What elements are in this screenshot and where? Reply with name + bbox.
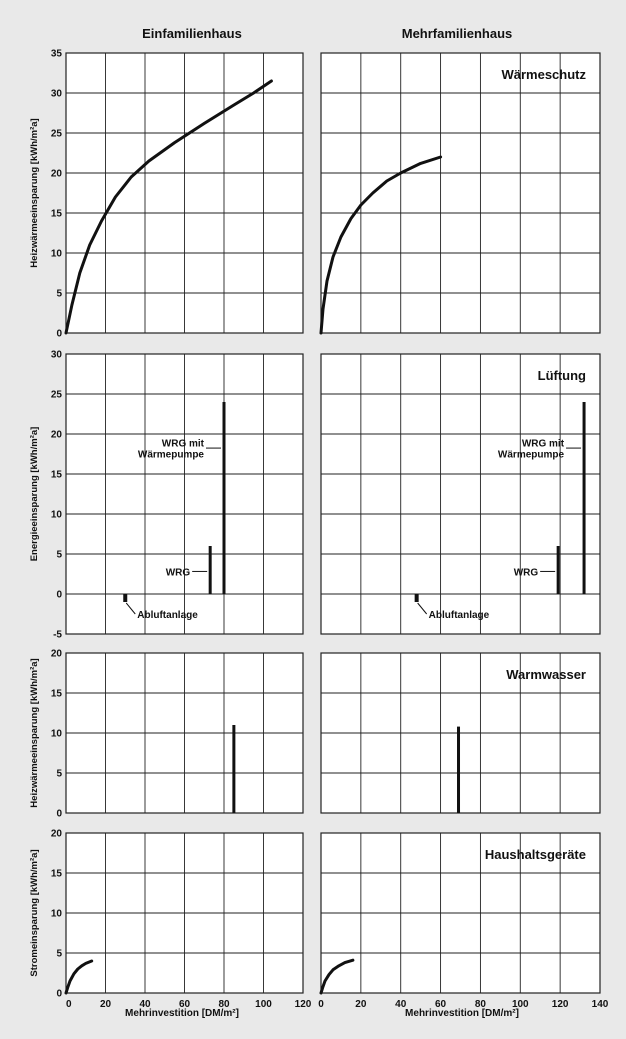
panel-title-haushaltsgeraete: Haushaltsgeräte xyxy=(485,847,586,862)
y-tick-label-lueftung: 25 xyxy=(51,390,63,401)
x-tick-label-haushaltsgeraete-mfh: 120 xyxy=(552,999,569,1010)
y-tick-label-lueftung: 20 xyxy=(51,430,63,441)
y-tick-label-haushaltsgeraete: 0 xyxy=(56,989,62,1000)
bar-lueftung-mfh xyxy=(414,594,419,602)
x-axis-label-right: Mehrinvestition [DM/m²] xyxy=(405,1008,519,1019)
x-tick-label-haushaltsgeraete-efh: 80 xyxy=(218,999,230,1010)
bar-lueftung-efh xyxy=(123,594,128,602)
series-line-waermeschutz-mfh xyxy=(319,155,443,335)
bar-label-lueftung-efh: WRG mit xyxy=(162,439,205,450)
plot-area-waermeschutz-mfh xyxy=(320,52,601,334)
bar-label-lueftung-efh: WRG xyxy=(166,567,191,578)
y-tick-label-lueftung: 30 xyxy=(51,350,63,361)
bar-lueftung-mfh xyxy=(556,546,560,594)
plot-area-lueftung-mfh xyxy=(320,353,601,635)
y-tick-label-haushaltsgeraete: 15 xyxy=(51,869,63,880)
x-tick-label-haushaltsgeraete-mfh: 100 xyxy=(512,999,529,1010)
x-tick-label-haushaltsgeraete-efh: 20 xyxy=(100,999,112,1010)
x-tick-label-haushaltsgeraete-efh: 40 xyxy=(139,999,151,1010)
x-tick-label-haushaltsgeraete-efh: 100 xyxy=(255,999,272,1010)
y-tick-label-haushaltsgeraete: 10 xyxy=(51,909,63,920)
series-line-haushaltsgeraete-efh xyxy=(64,959,94,995)
bar-warmwasser-efh xyxy=(232,725,236,813)
bar-warmwasser-mfh xyxy=(457,726,461,813)
x-tick-label-haushaltsgeraete-mfh: 20 xyxy=(355,999,367,1010)
y-tick-label-waermeschutz: 20 xyxy=(51,169,63,180)
y-axis-label-lueftung: Energieeinsparung [kWh/m²a] xyxy=(29,427,40,562)
column-title-einfamilienhaus: Einfamilienhaus xyxy=(142,26,242,41)
y-tick-label-waermeschutz: 0 xyxy=(56,329,62,340)
y-tick-label-lueftung: 10 xyxy=(51,510,63,521)
y-tick-label-waermeschutz: 25 xyxy=(51,129,63,140)
panel-title-lueftung: Lüftung xyxy=(538,368,586,383)
y-tick-label-waermeschutz: 15 xyxy=(51,209,63,220)
bar-label-lueftung-mfh: Wärmepumpe xyxy=(498,450,565,461)
bar-lueftung-efh xyxy=(208,546,212,594)
y-axis-label-haushaltsgeraete: Stromeinsparung [kWh/m²a] xyxy=(29,849,40,976)
bar-label-lueftung-mfh: Abluftanlage xyxy=(429,610,490,621)
y-tick-label-warmwasser: 15 xyxy=(51,689,63,700)
bar-lueftung-mfh xyxy=(582,402,586,594)
x-tick-label-haushaltsgeraete-mfh: 40 xyxy=(395,999,407,1010)
bar-label-lueftung-efh: Abluftanlage xyxy=(137,610,198,621)
x-tick-label-haushaltsgeraete-efh: 120 xyxy=(295,999,312,1010)
x-tick-label-haushaltsgeraete-mfh: 0 xyxy=(318,999,324,1010)
y-tick-label-warmwasser: 10 xyxy=(51,729,63,740)
panel-title-warmwasser: Warmwasser xyxy=(506,667,586,682)
series-line-waermeschutz-efh xyxy=(64,79,273,335)
column-title-mehrfamilienhaus: Mehrfamilienhaus xyxy=(402,26,513,41)
x-tick-label-haushaltsgeraete-mfh: 60 xyxy=(435,999,447,1010)
y-axis-label-waermeschutz: Heizwärmeeinsparung [kWh/m²a] xyxy=(29,118,40,267)
series-line-haushaltsgeraete-mfh xyxy=(319,958,355,995)
x-axis-label-left: Mehrinvestition [DM/m²] xyxy=(125,1008,239,1019)
x-tick-label-haushaltsgeraete-mfh: 140 xyxy=(592,999,609,1010)
y-tick-label-warmwasser: 0 xyxy=(56,809,62,820)
y-tick-label-waermeschutz: 30 xyxy=(51,89,63,100)
bar-label-lueftung-efh: Wärmepumpe xyxy=(138,450,205,461)
bar-label-lueftung-mfh: WRG xyxy=(514,567,539,578)
y-tick-label-waermeschutz: 10 xyxy=(51,249,63,260)
x-tick-label-haushaltsgeraete-efh: 60 xyxy=(179,999,191,1010)
bar-leader-lueftung-efh xyxy=(125,602,136,615)
y-tick-label-waermeschutz: 35 xyxy=(51,49,63,60)
bar-lueftung-efh xyxy=(222,402,226,594)
y-tick-label-lueftung: 5 xyxy=(56,550,62,561)
x-tick-label-haushaltsgeraete-efh: 0 xyxy=(66,999,72,1010)
y-tick-label-waermeschutz: 5 xyxy=(56,289,62,300)
y-tick-label-haushaltsgeraete: 20 xyxy=(51,829,63,840)
y-tick-label-warmwasser: 5 xyxy=(56,769,62,780)
y-tick-label-lueftung: 15 xyxy=(51,470,63,481)
y-tick-label-haushaltsgeraete: 5 xyxy=(56,949,62,960)
panel-title-waermeschutz: Wärmeschutz xyxy=(501,67,586,82)
y-tick-label-lueftung: 0 xyxy=(56,590,62,601)
x-tick-label-haushaltsgeraete-mfh: 80 xyxy=(475,999,487,1010)
bar-label-lueftung-mfh: WRG mit xyxy=(522,439,565,450)
y-tick-label-warmwasser: 20 xyxy=(51,649,63,660)
bar-leader-lueftung-mfh xyxy=(417,602,428,615)
y-axis-label-warmwasser: Heizwärmeeinsparung [kWh/m²a] xyxy=(29,658,40,807)
y-tick-label-lueftung: -5 xyxy=(53,630,62,641)
